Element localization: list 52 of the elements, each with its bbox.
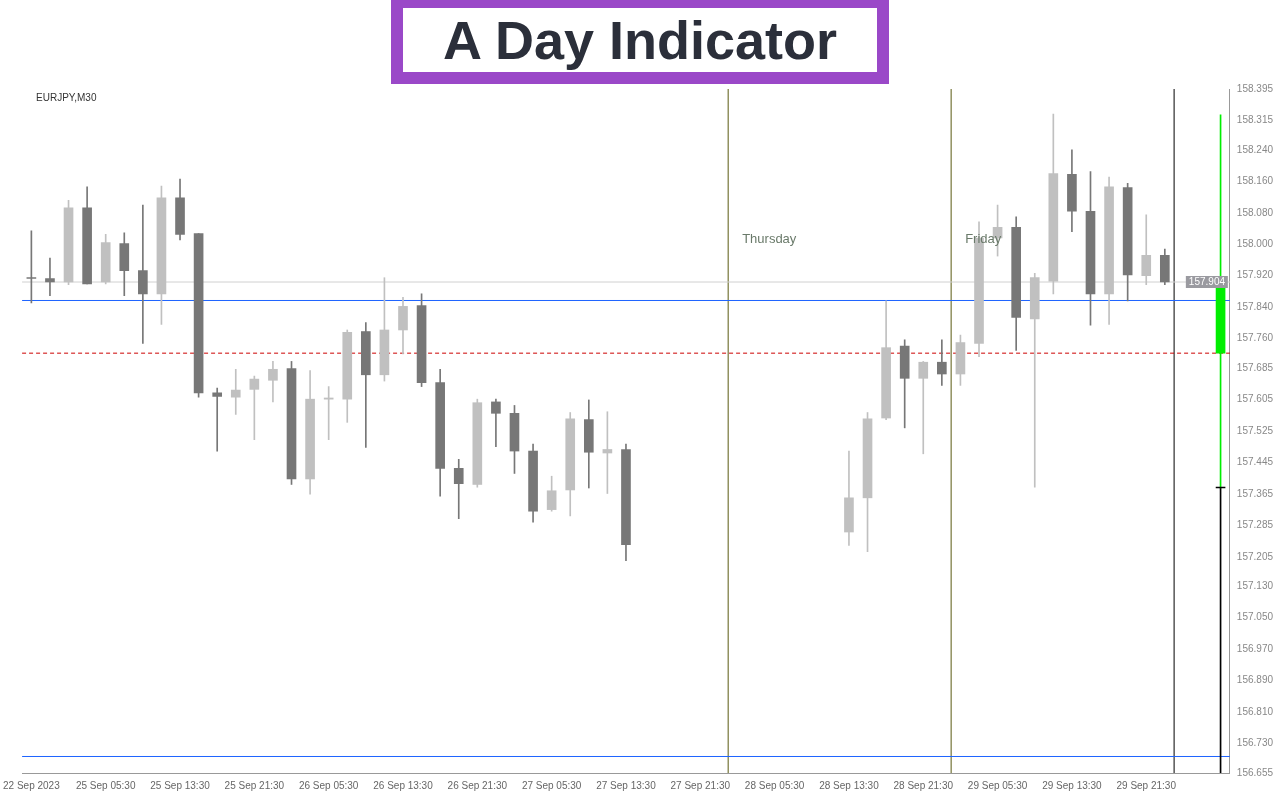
x-tick-label: 28 Sep 21:30	[893, 779, 954, 791]
candlestick	[491, 398, 501, 448]
x-tick-label: 25 Sep 05:30	[75, 779, 136, 791]
candlestick	[937, 339, 947, 386]
y-tick-label: 158.000	[1236, 238, 1274, 250]
annotation: Thursday	[742, 230, 797, 246]
y-tick-label: 158.160	[1236, 175, 1274, 187]
annotation: Friday	[965, 230, 1002, 246]
x-tick-label: 29 Sep 05:30	[967, 779, 1028, 791]
y-tick-label: 157.285	[1236, 519, 1274, 531]
x-tick-label: 29 Sep 13:30	[1042, 779, 1103, 791]
candlestick	[212, 387, 223, 452]
y-tick-label: 156.730	[1236, 737, 1274, 749]
x-tick-label: 27 Sep 05:30	[521, 779, 582, 791]
x-tick-label: 26 Sep 05:30	[298, 779, 359, 791]
x-tick-label: 27 Sep 13:30	[596, 779, 657, 791]
y-tick-label: 157.920	[1236, 269, 1274, 281]
y-tick-label: 157.605	[1236, 393, 1274, 405]
y-tick-label: 158.395	[1236, 82, 1274, 94]
y-tick-label: 157.445	[1236, 456, 1274, 468]
y-tick-label: 157.130	[1236, 580, 1274, 592]
candlestick	[918, 361, 929, 455]
candlestick	[230, 368, 241, 415]
x-tick-label: 29 Sep 21:30	[1116, 779, 1177, 791]
y-tick-label: 157.840	[1236, 300, 1274, 312]
chart-title: A Day Indicator	[390, 0, 890, 84]
y-tick-label: 156.970	[1236, 642, 1274, 654]
chart-subtitle: EURJPY,M30	[36, 91, 97, 103]
y-tick-label: 157.685	[1236, 361, 1274, 373]
y-tick-label: 158.080	[1236, 206, 1274, 218]
y-tick-label: 157.050	[1236, 611, 1274, 623]
y-tick-label: 157.525	[1236, 424, 1274, 436]
x-tick-label: 28 Sep 13:30	[819, 779, 880, 791]
x-tick-label: 26 Sep 21:30	[447, 779, 508, 791]
candlestick	[138, 204, 148, 344]
x-tick-label: 25 Sep 21:30	[224, 779, 285, 791]
y-tick-label: 157.205	[1236, 550, 1274, 562]
y-tick-label: 156.655	[1236, 766, 1274, 778]
y-tick-label: 157.365	[1236, 487, 1274, 499]
x-tick-label: 25 Sep 13:30	[150, 779, 211, 791]
y-tick-label: 158.240	[1236, 143, 1274, 155]
y-tick-label: 157.760	[1236, 332, 1274, 344]
candlestick	[1029, 273, 1040, 488]
y-tick-label: 158.315	[1236, 114, 1274, 126]
y-tick-label: 156.810	[1236, 705, 1274, 717]
y-tick-label: 156.890	[1236, 674, 1274, 686]
x-tick-label: 27 Sep 21:30	[670, 779, 731, 791]
x-tick-label: 26 Sep 13:30	[373, 779, 434, 791]
x-tick-label: 28 Sep 05:30	[744, 779, 805, 791]
x-tick-label: 22 Sep 2023	[3, 779, 61, 791]
ref-line-label: 157.904	[1188, 275, 1226, 287]
candlestick	[45, 257, 55, 297]
